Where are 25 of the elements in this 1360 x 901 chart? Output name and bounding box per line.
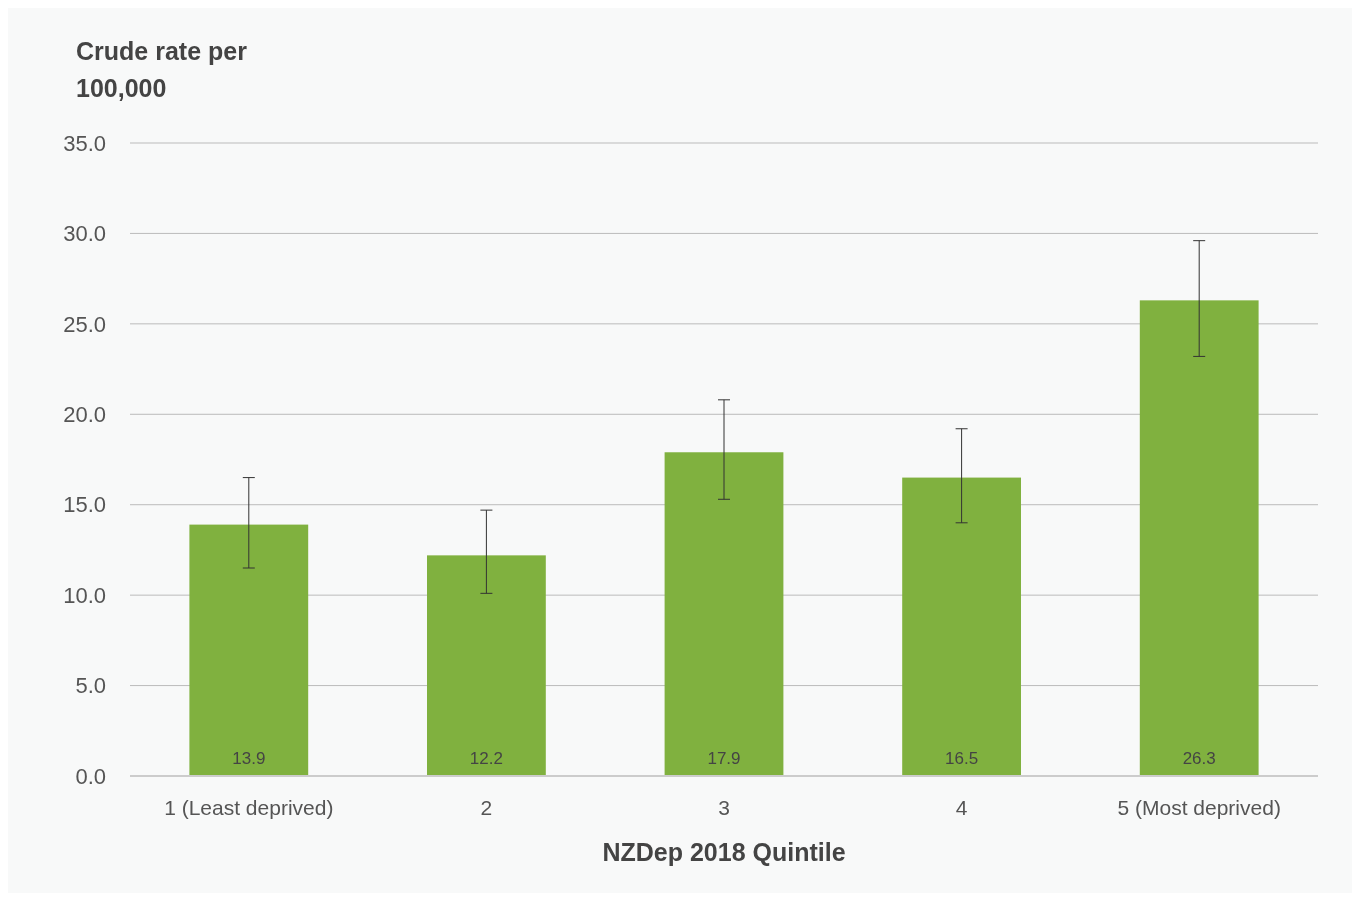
y-axis-title: Crude rate per 100,000 — [76, 37, 248, 102]
y-tick-label: 10.0 — [63, 582, 106, 608]
x-tick-label: 2 — [480, 796, 493, 819]
data-label: 17.9 — [707, 749, 741, 768]
data-label: 16.5 — [945, 749, 979, 768]
y-tick-label: 15.0 — [63, 492, 106, 518]
y-tick-label: 35.0 — [63, 130, 106, 156]
y-tick-label: 30.0 — [63, 221, 106, 247]
bar — [189, 524, 309, 776]
y-tick-label: 5.0 — [75, 673, 106, 699]
data-label: 13.9 — [232, 749, 266, 768]
data-label: 12.2 — [469, 749, 503, 768]
data-label: 26.3 — [1182, 749, 1216, 768]
x-axis-title: NZDep 2018 Quintile — [602, 838, 846, 866]
x-tick-label: 4 — [955, 796, 968, 819]
x-tick-label: 5 (Most deprived) — [1117, 796, 1281, 819]
x-tick-label: 1 (Least deprived) — [164, 796, 334, 819]
bar — [427, 555, 546, 776]
bar — [1139, 300, 1259, 776]
y-tick-label: 20.0 — [63, 401, 106, 427]
y-tick-label: 0.0 — [75, 763, 106, 789]
x-tick-label: 3 — [718, 796, 730, 819]
y-tick-label: 25.0 — [63, 311, 106, 337]
bar — [664, 452, 784, 776]
bar — [902, 477, 1021, 776]
